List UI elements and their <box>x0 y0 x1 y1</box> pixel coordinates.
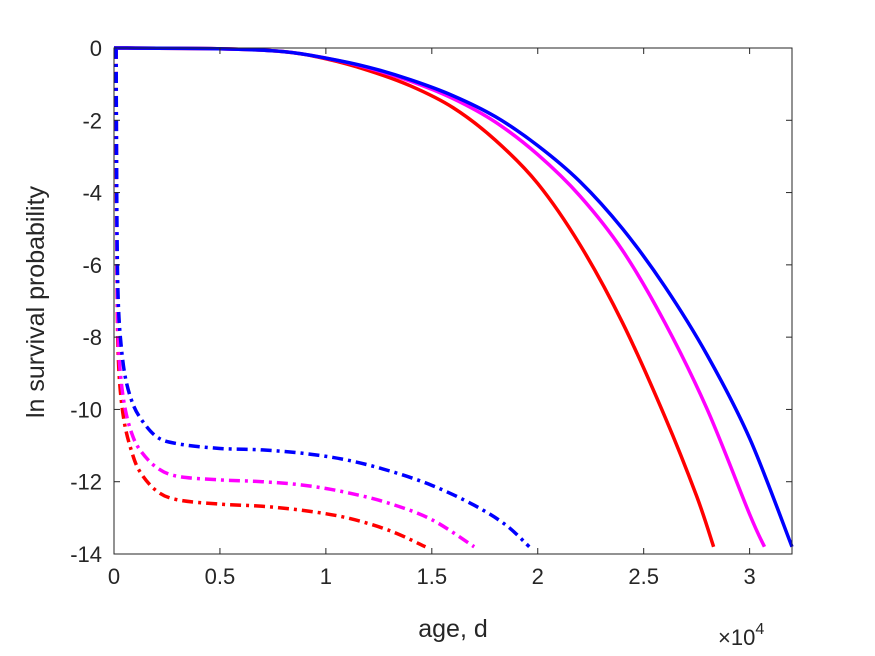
x-axis-multiplier: ×104 <box>718 621 764 650</box>
series-line-6 <box>114 47 531 549</box>
y-tick-label: -2 <box>82 108 102 133</box>
y-tick-label: -6 <box>82 253 102 278</box>
x-tick-label: 0.5 <box>205 564 236 589</box>
x-tick-label: 0 <box>108 564 120 589</box>
x-axis-label: age, d <box>418 615 488 643</box>
series-line-3 <box>113 46 794 548</box>
x-tick-label: 3 <box>744 564 756 589</box>
y-axis-ticks: 0 -2 -4 -6 -8 -10 -12 -14 <box>70 36 792 567</box>
x-axis-multiplier-base: ×10 <box>718 625 755 650</box>
x-axis-ticks: 0 0.5 1 1.5 2 2.5 3 <box>108 48 756 589</box>
x-tick-label: 1.5 <box>417 564 448 589</box>
y-tick-label: 0 <box>90 36 102 61</box>
y-axis-label: ln survival probability <box>22 185 50 418</box>
x-tick-label: 1 <box>320 564 332 589</box>
plot-area-frame <box>113 47 793 555</box>
x-axis-multiplier-exponent: 4 <box>755 621 764 638</box>
x-tick-label: 2 <box>532 564 544 589</box>
y-tick-label: -4 <box>82 181 102 206</box>
y-tick-label: -12 <box>70 470 102 495</box>
y-tick-label: -10 <box>70 397 102 422</box>
x-tick-label: 2.5 <box>628 564 659 589</box>
y-tick-label: -8 <box>82 325 102 350</box>
y-tick-label: -14 <box>70 542 102 567</box>
series-layer <box>113 46 794 549</box>
